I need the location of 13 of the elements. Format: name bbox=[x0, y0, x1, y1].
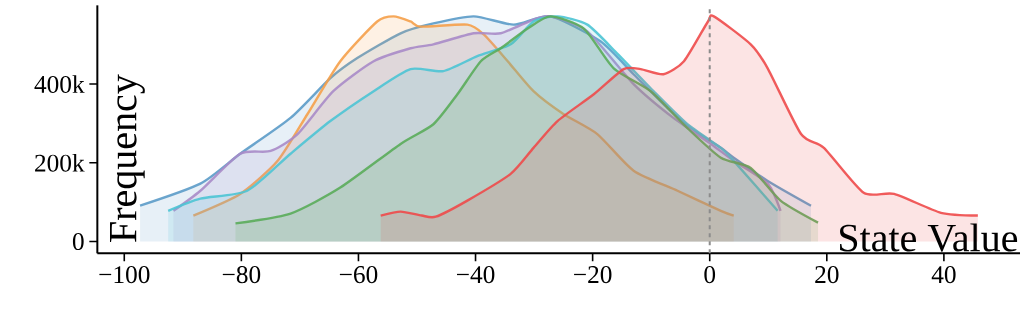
x-tick-label: −80 bbox=[222, 266, 261, 284]
y-tick-label: 200k bbox=[35, 153, 85, 172]
x-tick-label: −40 bbox=[456, 266, 495, 284]
x-tick-label: 0 bbox=[704, 266, 716, 284]
x-axis-title: State Value bbox=[840, 223, 1018, 252]
y-axis-title: Frequency bbox=[110, 74, 145, 242]
x-tick-label: −20 bbox=[574, 266, 612, 284]
x-tick-label: 20 bbox=[815, 266, 839, 284]
y-tick-label: 0 bbox=[72, 232, 84, 251]
x-tick-label: −100 bbox=[99, 266, 150, 284]
x-tick-label: −60 bbox=[339, 266, 378, 284]
x-tick-label: 40 bbox=[931, 266, 956, 284]
y-tick-label: 400k bbox=[34, 75, 85, 93]
